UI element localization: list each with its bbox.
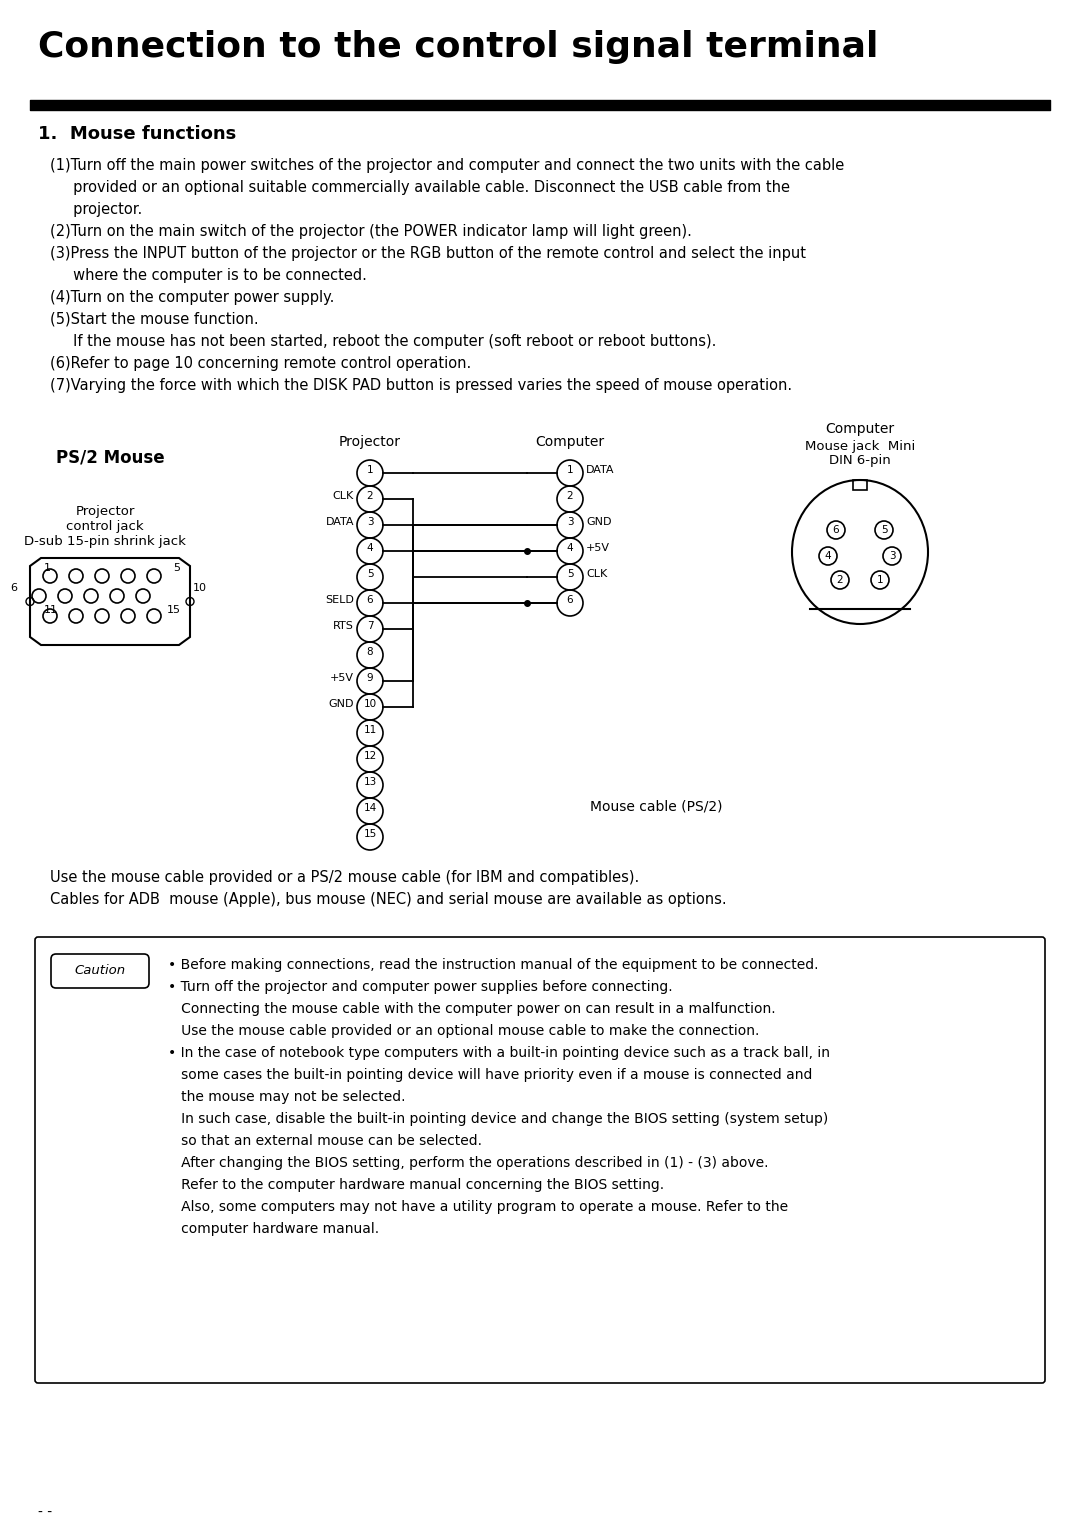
Text: 2: 2 bbox=[367, 490, 374, 501]
Text: +5V: +5V bbox=[330, 672, 354, 683]
Text: 12: 12 bbox=[363, 750, 377, 761]
Text: CLK: CLK bbox=[333, 490, 354, 501]
Text: GND: GND bbox=[328, 698, 354, 709]
Text: control jack: control jack bbox=[66, 520, 144, 533]
Text: 3: 3 bbox=[367, 516, 374, 527]
Text: (4)Turn on the computer power supply.: (4)Turn on the computer power supply. bbox=[50, 290, 335, 306]
Text: 1: 1 bbox=[367, 465, 374, 475]
Text: 3: 3 bbox=[567, 516, 573, 527]
Text: GND: GND bbox=[586, 516, 611, 527]
Text: (7)Varying the force with which the DISK PAD button is pressed varies the speed : (7)Varying the force with which the DISK… bbox=[50, 377, 792, 393]
Text: Mouse cable (PS/2): Mouse cable (PS/2) bbox=[590, 801, 723, 814]
Text: 10: 10 bbox=[193, 584, 207, 593]
Text: Projector: Projector bbox=[76, 504, 135, 518]
Text: 6: 6 bbox=[10, 584, 17, 593]
Text: +5V: +5V bbox=[586, 542, 610, 553]
Text: Connection to the control signal terminal: Connection to the control signal termina… bbox=[38, 31, 878, 64]
Text: 4: 4 bbox=[825, 552, 832, 561]
Text: Use the mouse cable provided or an optional mouse cable to make the connection.: Use the mouse cable provided or an optio… bbox=[168, 1024, 759, 1038]
Text: 5: 5 bbox=[367, 568, 374, 579]
Text: 14: 14 bbox=[363, 804, 377, 813]
Text: If the mouse has not been started, reboot the computer (soft reboot or reboot bu: If the mouse has not been started, reboo… bbox=[50, 335, 716, 348]
Text: (6)Refer to page 10 concerning remote control operation.: (6)Refer to page 10 concerning remote co… bbox=[50, 356, 471, 371]
Text: RTS: RTS bbox=[333, 620, 354, 631]
Text: DATA: DATA bbox=[586, 465, 615, 475]
Text: (3)Press the INPUT button of the projector or the RGB button of the remote contr: (3)Press the INPUT button of the project… bbox=[50, 246, 806, 261]
Text: Caution: Caution bbox=[75, 964, 125, 978]
Text: - -: - - bbox=[38, 1505, 52, 1519]
Text: 15: 15 bbox=[363, 830, 377, 839]
Text: Also, some computers may not have a utility program to operate a mouse. Refer to: Also, some computers may not have a util… bbox=[168, 1199, 788, 1215]
Text: 11: 11 bbox=[44, 605, 58, 614]
Text: After changing the BIOS setting, perform the operations described in (1) - (3) a: After changing the BIOS setting, perform… bbox=[168, 1157, 769, 1170]
Text: 2: 2 bbox=[837, 575, 843, 585]
Text: In such case, disable the built-in pointing device and change the BIOS setting (: In such case, disable the built-in point… bbox=[168, 1112, 828, 1126]
Text: PS/2 Mouse: PS/2 Mouse bbox=[56, 448, 164, 466]
Text: 2: 2 bbox=[567, 490, 573, 501]
Text: (1)Turn off the main power switches of the projector and computer and connect th: (1)Turn off the main power switches of t… bbox=[50, 157, 845, 173]
Text: Computer: Computer bbox=[536, 435, 605, 449]
Text: provided or an optional suitable commercially available cable. Disconnect the US: provided or an optional suitable commerc… bbox=[50, 180, 789, 196]
Text: 6: 6 bbox=[567, 594, 573, 605]
Text: 13: 13 bbox=[363, 778, 377, 787]
Text: 7: 7 bbox=[367, 620, 374, 631]
Text: Use the mouse cable provided or a PS/2 mouse cable (for IBM and compatibles).: Use the mouse cable provided or a PS/2 m… bbox=[50, 869, 639, 885]
Text: 5: 5 bbox=[880, 526, 888, 535]
Text: Connecting the mouse cable with the computer power on can result in a malfunctio: Connecting the mouse cable with the comp… bbox=[168, 1002, 775, 1016]
Text: 1: 1 bbox=[567, 465, 573, 475]
Text: 1: 1 bbox=[44, 562, 51, 573]
Bar bbox=[853, 480, 867, 490]
Text: 1: 1 bbox=[877, 575, 883, 585]
Text: • In the case of notebook type computers with a built-in pointing device such as: • In the case of notebook type computers… bbox=[168, 1047, 831, 1060]
Text: 4: 4 bbox=[567, 542, 573, 553]
Text: so that an external mouse can be selected.: so that an external mouse can be selecte… bbox=[168, 1134, 482, 1148]
Text: 6: 6 bbox=[833, 526, 839, 535]
Text: DATA: DATA bbox=[325, 516, 354, 527]
Text: 15: 15 bbox=[167, 605, 181, 614]
Text: 11: 11 bbox=[363, 724, 377, 735]
Text: 3: 3 bbox=[889, 552, 895, 561]
Text: 8: 8 bbox=[367, 646, 374, 657]
Text: CLK: CLK bbox=[586, 568, 607, 579]
Text: Projector: Projector bbox=[339, 435, 401, 449]
Text: projector.: projector. bbox=[50, 202, 143, 217]
Text: Computer: Computer bbox=[825, 422, 894, 435]
Text: some cases the built-in pointing device will have priority even if a mouse is co: some cases the built-in pointing device … bbox=[168, 1068, 812, 1082]
Text: • Before making connections, read the instruction manual of the equipment to be : • Before making connections, read the in… bbox=[168, 958, 819, 972]
Text: 4: 4 bbox=[367, 542, 374, 553]
Text: 1.  Mouse functions: 1. Mouse functions bbox=[38, 125, 237, 144]
Text: SELD: SELD bbox=[325, 594, 354, 605]
Text: 5: 5 bbox=[173, 562, 180, 573]
Text: computer hardware manual.: computer hardware manual. bbox=[168, 1222, 379, 1236]
Text: (5)Start the mouse function.: (5)Start the mouse function. bbox=[50, 312, 258, 327]
Text: DIN 6-pin: DIN 6-pin bbox=[829, 454, 891, 468]
Text: Mouse jack  Mini: Mouse jack Mini bbox=[805, 440, 915, 452]
Text: (2)Turn on the main switch of the projector (the POWER indicator lamp will light: (2)Turn on the main switch of the projec… bbox=[50, 225, 692, 238]
Text: Cables for ADB  mouse (Apple), bus mouse (NEC) and serial mouse are available as: Cables for ADB mouse (Apple), bus mouse … bbox=[50, 892, 727, 908]
Text: • Turn off the projector and computer power supplies before connecting.: • Turn off the projector and computer po… bbox=[168, 979, 673, 995]
Text: 5: 5 bbox=[567, 568, 573, 579]
Text: the mouse may not be selected.: the mouse may not be selected. bbox=[168, 1089, 405, 1105]
Text: 10: 10 bbox=[364, 698, 377, 709]
Text: where the computer is to be connected.: where the computer is to be connected. bbox=[50, 267, 367, 283]
Text: 6: 6 bbox=[367, 594, 374, 605]
Text: D-sub 15-pin shrink jack: D-sub 15-pin shrink jack bbox=[24, 535, 186, 549]
Text: 9: 9 bbox=[367, 672, 374, 683]
Text: Refer to the computer hardware manual concerning the BIOS setting.: Refer to the computer hardware manual co… bbox=[168, 1178, 664, 1192]
